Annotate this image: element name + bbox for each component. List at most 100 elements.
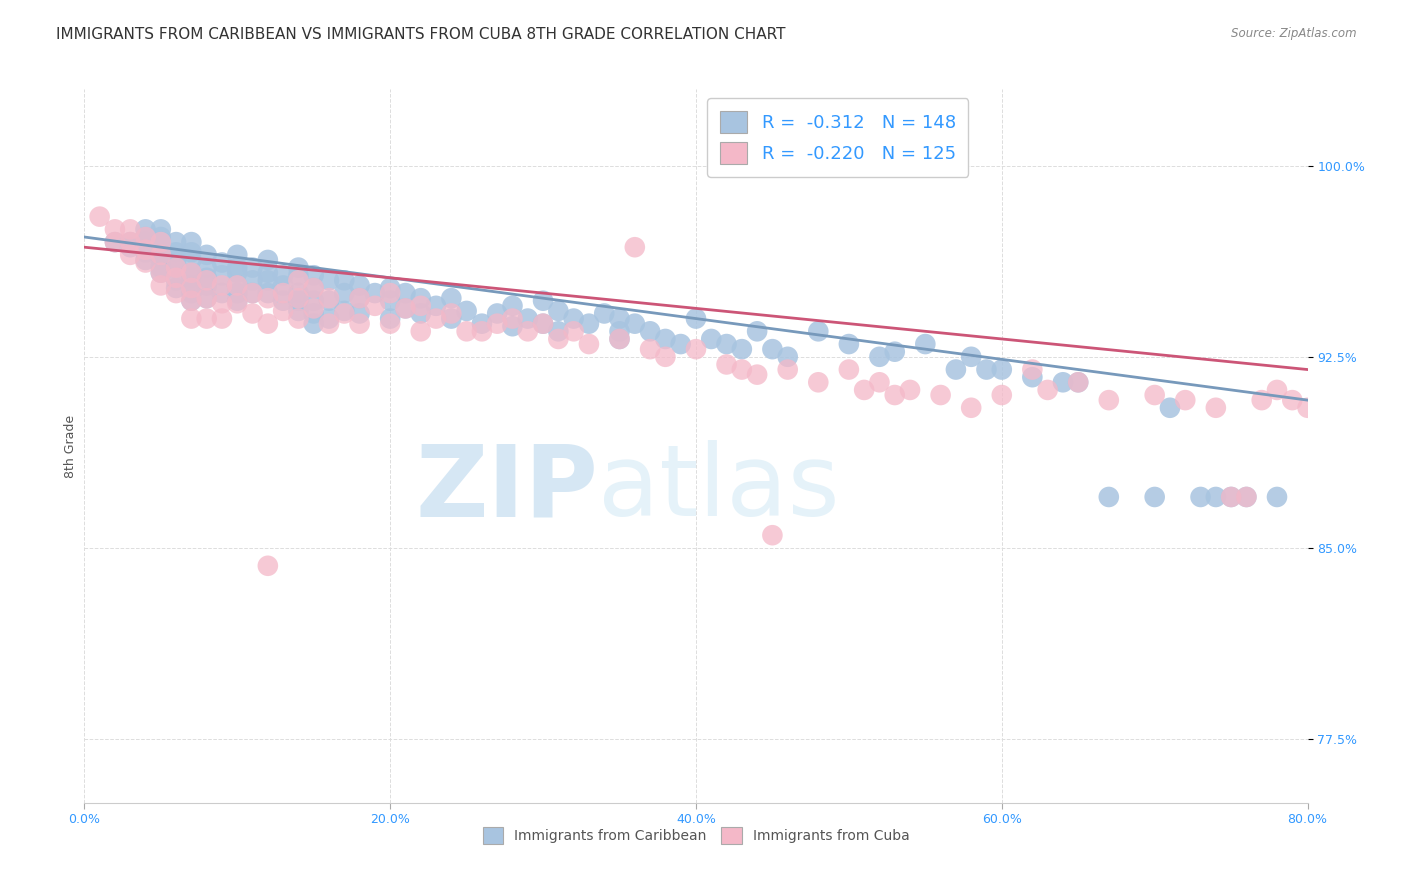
Text: ZIP: ZIP — [415, 441, 598, 537]
Point — [578, 317, 600, 331]
Point — [271, 304, 294, 318]
Point — [1236, 490, 1258, 504]
Point — [700, 332, 723, 346]
Point — [731, 362, 754, 376]
Point — [807, 376, 830, 390]
Point — [747, 324, 769, 338]
Point — [807, 324, 830, 338]
Point — [149, 222, 172, 236]
Point — [1205, 490, 1227, 504]
Point — [195, 278, 218, 293]
Point — [149, 245, 172, 260]
Point — [869, 350, 891, 364]
Point — [257, 252, 280, 267]
Point — [135, 255, 157, 269]
Point — [302, 317, 325, 331]
Point — [1159, 401, 1181, 415]
Point — [1281, 393, 1303, 408]
Point — [547, 324, 569, 338]
Point — [685, 311, 707, 326]
Point — [547, 332, 569, 346]
Point — [165, 245, 187, 260]
Point — [578, 337, 600, 351]
Point — [302, 281, 325, 295]
Point — [638, 342, 661, 356]
Point — [502, 311, 524, 326]
Point — [991, 362, 1014, 376]
Point — [716, 358, 738, 372]
Text: Source: ZipAtlas.com: Source: ZipAtlas.com — [1232, 27, 1357, 40]
Point — [165, 281, 187, 295]
Point — [195, 311, 218, 326]
Point — [333, 306, 356, 320]
Point — [135, 222, 157, 236]
Point — [1036, 383, 1059, 397]
Point — [226, 293, 249, 308]
Point — [1021, 362, 1043, 376]
Point — [287, 293, 309, 308]
Point — [165, 252, 187, 267]
Point — [1189, 490, 1212, 504]
Point — [349, 291, 371, 305]
Point — [135, 243, 157, 257]
Point — [226, 278, 249, 293]
Point — [104, 235, 127, 249]
Point — [883, 344, 905, 359]
Point — [195, 273, 218, 287]
Point — [318, 293, 340, 308]
Point — [960, 401, 983, 415]
Point — [242, 286, 264, 301]
Point — [945, 362, 967, 376]
Point — [149, 240, 172, 254]
Point — [287, 291, 309, 305]
Point — [287, 260, 309, 275]
Point — [898, 383, 921, 397]
Point — [149, 235, 172, 249]
Point — [1296, 401, 1319, 415]
Point — [409, 324, 432, 338]
Point — [593, 306, 616, 320]
Point — [257, 558, 280, 573]
Point — [135, 230, 157, 244]
Point — [776, 350, 799, 364]
Point — [776, 362, 799, 376]
Point — [761, 342, 783, 356]
Point — [349, 291, 371, 305]
Point — [394, 286, 416, 301]
Point — [516, 324, 538, 338]
Point — [211, 268, 233, 283]
Point — [838, 362, 860, 376]
Point — [120, 222, 142, 236]
Point — [761, 528, 783, 542]
Point — [516, 311, 538, 326]
Point — [271, 286, 294, 301]
Point — [180, 266, 202, 280]
Point — [271, 293, 294, 308]
Point — [287, 273, 309, 287]
Point — [976, 362, 998, 376]
Point — [440, 291, 463, 305]
Point — [394, 301, 416, 316]
Point — [609, 311, 631, 326]
Point — [120, 240, 142, 254]
Point — [471, 324, 494, 338]
Point — [302, 293, 325, 308]
Point — [440, 311, 463, 326]
Point — [502, 319, 524, 334]
Point — [257, 317, 280, 331]
Point — [120, 248, 142, 262]
Point — [180, 235, 202, 249]
Point — [333, 304, 356, 318]
Point — [195, 291, 218, 305]
Point — [242, 273, 264, 287]
Point — [1205, 401, 1227, 415]
Point — [165, 273, 187, 287]
Point — [104, 222, 127, 236]
Point — [349, 278, 371, 293]
Point — [242, 286, 264, 301]
Point — [165, 260, 187, 275]
Point — [609, 324, 631, 338]
Y-axis label: 8th Grade: 8th Grade — [65, 415, 77, 477]
Point — [211, 255, 233, 269]
Point — [149, 248, 172, 262]
